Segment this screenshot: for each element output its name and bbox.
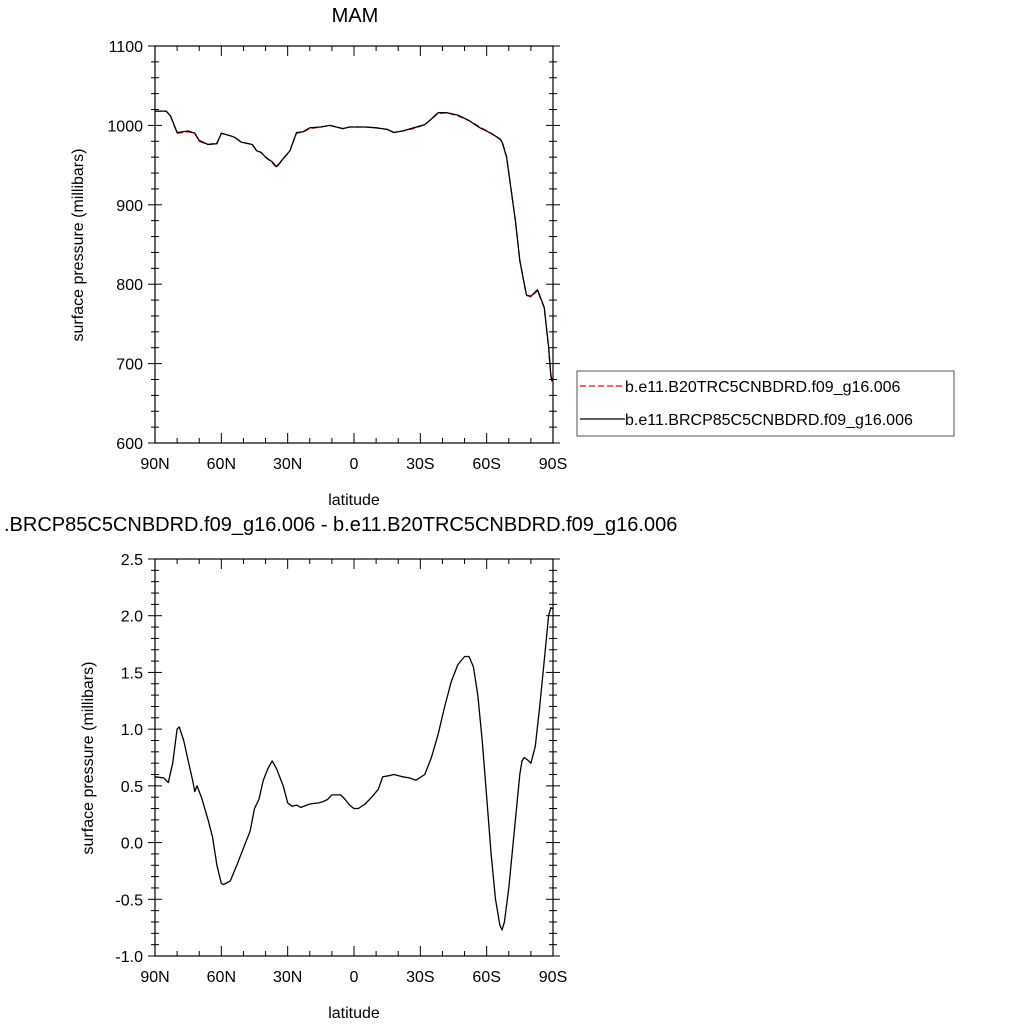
y-tick-label: 700	[116, 357, 143, 374]
x-tick-label: 90N	[140, 456, 169, 473]
y-tick-label: 1100	[109, 39, 144, 56]
y-tick-label: 1.5	[121, 665, 143, 682]
x-tick-label: 60S	[472, 456, 500, 473]
y-tick-label: 0.0	[121, 836, 143, 853]
top-y-tick-labels: 600 700 800 900 1000 1100	[107, 39, 143, 453]
bottom-axis-ticks	[148, 558, 560, 957]
y-tick-label: -0.5	[115, 892, 143, 909]
bottom-y-axis-label: surface pressure (millibars)	[80, 662, 97, 855]
x-tick-label: 90N	[140, 969, 169, 986]
top-x-tick-labels: 90N 60N 30N 0 30S 60S 90S	[140, 456, 567, 473]
bottom-y-tick-labels: -1.0 -0.5 0.0 0.5 1.0 1.5 2.0 2.5	[115, 552, 143, 966]
x-tick-label: 0	[350, 969, 359, 986]
top-chart: MAM 600 700 800 900 1000 1100 90N 60N 30N 0 30S 60…	[70, 5, 955, 509]
series-line-1	[155, 110, 554, 383]
legend-label-series-2: b.e11.BRCP85C5CNBDRD.f09_g16.006	[625, 412, 913, 429]
legend: b.e11.B20TRC5CNBDRD.f09_g16.006 b.e11.BR…	[576, 370, 955, 437]
y-tick-label: 1000	[107, 118, 143, 135]
x-tick-label: 30S	[406, 456, 434, 473]
x-tick-label: 60N	[207, 456, 236, 473]
x-tick-label: 30N	[273, 969, 302, 986]
series-line-1	[154, 607, 554, 931]
y-tick-label: 2.0	[121, 609, 143, 626]
top-chart-title: MAM	[332, 5, 379, 27]
top-y-axis-label: surface pressure (millibars)	[70, 149, 87, 342]
bottom-plot-frame	[154, 558, 554, 957]
y-tick-label: 800	[116, 277, 143, 294]
top-series-lines	[155, 110, 554, 383]
top-plot-frame	[154, 45, 554, 444]
y-tick-label: 0.5	[121, 779, 143, 796]
y-tick-label: 600	[116, 436, 143, 453]
x-tick-label: 90S	[539, 456, 567, 473]
bottom-x-tick-labels: 90N 60N 30N 0 30S 60S 90S	[140, 969, 567, 986]
top-x-axis-label: latitude	[328, 492, 380, 509]
bottom-chart-title: .BRCP85C5CNBDRD.f09_g16.006 - b.e11.B20T…	[4, 514, 677, 536]
x-tick-label: 90S	[539, 969, 567, 986]
x-tick-label: 30N	[273, 456, 302, 473]
top-axis-ticks	[148, 45, 560, 444]
x-tick-label: 30S	[406, 969, 434, 986]
y-tick-label: 2.5	[121, 552, 143, 569]
series-line-2	[155, 110, 554, 382]
x-tick-label: 60S	[472, 969, 500, 986]
y-tick-label: 1.0	[121, 722, 143, 739]
x-tick-label: 0	[350, 456, 359, 473]
bottom-series-lines	[154, 607, 554, 931]
bottom-x-axis-label: latitude	[328, 1005, 380, 1022]
y-tick-label: -1.0	[115, 949, 143, 966]
bottom-chart: .BRCP85C5CNBDRD.f09_g16.006 - b.e11.B20T…	[4, 514, 677, 1022]
legend-box	[576, 370, 955, 437]
y-tick-label: 900	[116, 198, 143, 215]
legend-label-series-1: b.e11.B20TRC5CNBDRD.f09_g16.006	[625, 379, 901, 396]
x-tick-label: 60N	[207, 969, 236, 986]
